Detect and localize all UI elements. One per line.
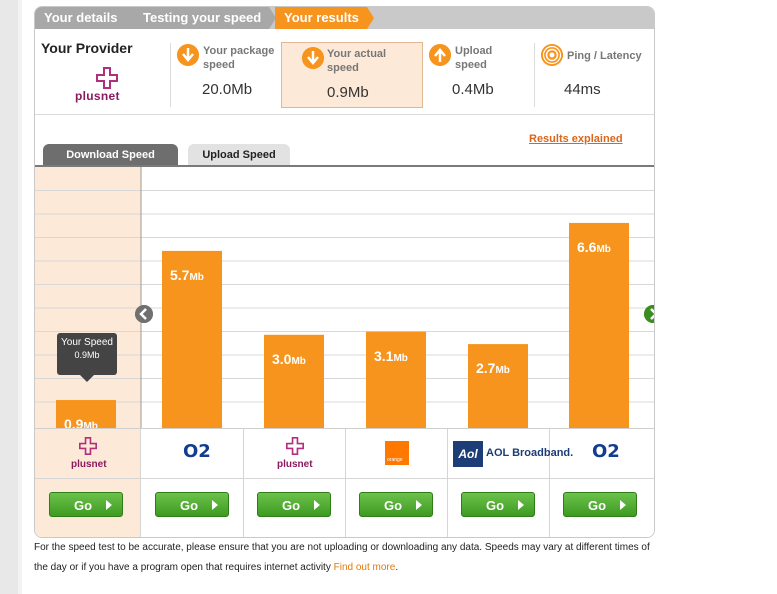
your-speed-tooltip: Your Speed 0.9Mb	[57, 333, 117, 382]
provider-cell: Aol AOL Broadband.	[448, 429, 573, 479]
metric-value: 0.4Mb	[452, 81, 494, 98]
chevron-left-icon[interactable]	[135, 305, 153, 323]
bar-orange	[366, 331, 426, 428]
provider-logo-text: O2	[592, 441, 620, 462]
metric-value: 20.0Mb	[202, 81, 253, 98]
go-button[interactable]: Go	[49, 492, 123, 517]
bar-aol-broadband	[468, 344, 528, 428]
bar-o2	[162, 250, 222, 428]
o2-logo: O2	[592, 441, 620, 462]
bar-value-label: 6.6Mb	[577, 238, 611, 255]
header-divider	[35, 114, 654, 115]
your-provider-column-shade	[35, 167, 141, 428]
aol-badge: Aol	[453, 441, 483, 467]
metric-actual-speed: Your actual speed 0.9Mb	[281, 42, 423, 108]
provider-logos-row: plusnet O2 plusnet orange Aol AOL Broadb…	[35, 428, 654, 479]
footnote-end: .	[395, 562, 399, 573]
tab-underline	[35, 165, 654, 167]
go-cell: Go	[550, 479, 654, 537]
divider	[170, 43, 171, 107]
go-button[interactable]: Go	[359, 492, 433, 517]
metric-label: Your actual speed	[327, 48, 387, 74]
provider-cell: plusnet	[35, 429, 141, 479]
tooltip-title: Your Speed	[61, 337, 113, 348]
arrow-down-icon	[177, 44, 199, 66]
metric-value: 44ms	[564, 81, 601, 98]
progress-steps: Your details Testing your speed Your res…	[35, 7, 654, 29]
metric-upload-speed: Upload speed 0.4Mb	[424, 39, 532, 111]
go-button[interactable]: Go	[257, 492, 331, 517]
step-testing-speed[interactable]: Testing your speed	[135, 7, 269, 29]
provider-logo-text: plusnet	[71, 459, 107, 470]
arrow-down-icon	[302, 47, 324, 69]
bar-value-label: 3.0Mb	[272, 350, 306, 367]
arrow-up-icon	[429, 44, 451, 66]
footnote-text: For the speed test to be accurate, pleas…	[34, 542, 650, 573]
chevron-right-icon[interactable]	[644, 305, 655, 323]
provider-logo-text: plusnet	[75, 89, 120, 103]
plusnet-cross-icon	[79, 437, 97, 455]
provider-cell: plusnet	[244, 429, 346, 479]
provider-cell: O2	[141, 429, 244, 479]
provider-header: Your Provider plusnet Your package speed…	[35, 29, 654, 115]
bar-value-label: 5.7Mb	[170, 266, 204, 283]
tab-download-speed[interactable]: Download Speed	[43, 144, 178, 166]
plusnet-cross-icon	[286, 437, 304, 455]
metric-label: Ping / Latency	[567, 50, 642, 62]
provider-cell: orange	[346, 429, 448, 479]
bar-value-label: 2.7Mb	[476, 360, 510, 377]
go-cell: Go	[141, 479, 244, 537]
plusnet-cross-icon	[96, 67, 118, 89]
provider-logo-text: AOL Broadband.	[486, 447, 574, 459]
go-buttons-row: Go Go Go Go Go Go	[35, 478, 654, 537]
find-out-more-link[interactable]: Find out more	[333, 562, 396, 573]
bar-value-label: 3.1Mb	[374, 347, 408, 364]
metric-label: Your package speed	[203, 45, 275, 71]
provider-title: Your Provider	[41, 40, 133, 56]
step-separator	[367, 7, 374, 29]
step-your-details[interactable]: Your details	[35, 7, 135, 29]
go-button[interactable]: Go	[461, 492, 535, 517]
bar-o2	[569, 222, 629, 428]
provider-logo-text: orange	[387, 457, 403, 463]
bar-plusnet	[56, 400, 116, 428]
provider-cell: O2	[550, 429, 654, 479]
signal-icon	[541, 44, 563, 66]
divider	[534, 43, 535, 107]
provider-logo-text: plusnet	[277, 459, 313, 470]
bar-plusnet	[264, 334, 324, 428]
metric-package-speed: Your package speed 20.0Mb	[172, 39, 280, 111]
tab-upload-speed[interactable]: Upload Speed	[188, 144, 290, 166]
go-cell: Go	[244, 479, 346, 537]
metric-ping: Ping / Latency 44ms	[536, 39, 654, 111]
metric-label: Upload speed	[455, 45, 493, 71]
tooltip-value: 0.9Mb	[74, 350, 100, 360]
go-button[interactable]: Go	[155, 492, 229, 517]
left-margin-strip	[0, 0, 22, 594]
step-your-results: Your results	[275, 7, 367, 29]
metric-value: 0.9Mb	[327, 84, 369, 101]
go-cell: Go	[35, 479, 141, 537]
go-button[interactable]: Go	[563, 492, 637, 517]
provider-logo-text: O2	[183, 441, 211, 462]
orange-logo: orange	[385, 441, 409, 465]
step-separator	[269, 7, 276, 29]
go-cell: Go	[448, 479, 550, 537]
o2-logo: O2	[183, 441, 211, 462]
results-explained-link[interactable]: Results explained	[529, 133, 623, 145]
download-speed-chart	[35, 167, 654, 428]
go-cell: Go	[346, 479, 448, 537]
footnote: For the speed test to be accurate, pleas…	[34, 538, 654, 578]
speed-results-panel: Your details Testing your speed Your res…	[34, 6, 655, 538]
